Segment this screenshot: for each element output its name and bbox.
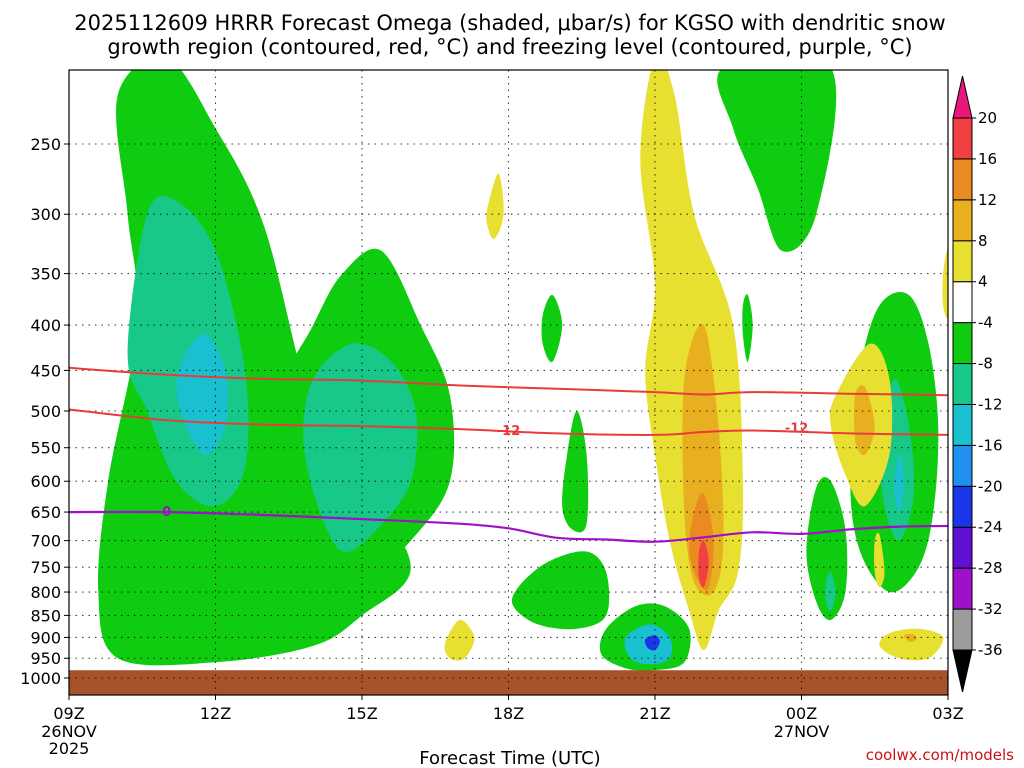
credit-text: coolwx.com/models [866, 746, 1014, 764]
omega-shaded-region [176, 334, 228, 455]
colorbar-bin [952, 117, 973, 160]
colorbar-label: 8 [978, 232, 988, 250]
colorbar-label: -12 [978, 395, 1003, 413]
colorbar-label: -36 [978, 641, 1003, 659]
x-tick-label: 12Z [200, 704, 231, 723]
x-tick-label: 00Z [786, 704, 817, 723]
x-axis-label: Forecast Time (UTC) [419, 748, 600, 768]
grid-lines [69, 70, 948, 695]
omega-shaded-region [742, 294, 753, 362]
omega-shaded-region [303, 343, 418, 553]
y-tick-label: 550 [30, 439, 61, 458]
colorbar-label: -24 [978, 518, 1003, 536]
colorbar-bin [952, 322, 973, 365]
y-tick-label: 400 [30, 316, 61, 335]
colorbar-bin [952, 199, 973, 242]
x-tick-label: 18Z [493, 704, 524, 723]
y-axis: 250 300 350 400 450 500 550 600 650 700 750 800 850 9… [20, 135, 69, 688]
y-tick-label: 800 [30, 583, 61, 602]
colorbar-label: -4 [978, 314, 993, 332]
colorbar-label: -28 [978, 559, 1003, 577]
colorbar-bin [952, 567, 973, 610]
colorbar: -36 -32 -28 -24 -20 -16 -12 -8 -4 4 8 12 16 20 [952, 75, 1003, 693]
omega-shaded-region [444, 619, 475, 661]
y-tick-label: 650 [30, 503, 61, 522]
contour-labels: -12 -12 0 [162, 422, 809, 520]
colorbar-bin [952, 485, 973, 528]
colorbar-bin [952, 608, 973, 651]
omega-shaded-region [879, 628, 944, 661]
colorbar-label: 4 [978, 273, 988, 291]
y-tick-label: 250 [30, 135, 61, 154]
y-tick-label: 700 [30, 532, 61, 551]
y-tick-label: 1000 [20, 669, 61, 688]
title-line-1: 2025112609 HRRR Forecast Omega (shaded, … [74, 11, 945, 35]
title-line-2: growth region (contoured, red, °C) and f… [107, 35, 912, 59]
omega-shaded-region [541, 294, 563, 363]
colorbar-bin [952, 281, 973, 324]
freezing-level-contour [69, 510, 948, 543]
y-tick-label: 450 [30, 361, 61, 380]
surface-ground-band [69, 670, 948, 695]
x-tick-label: 15Z [346, 704, 377, 723]
omega-shaded-region [874, 532, 885, 588]
y-tick-label: 500 [30, 402, 61, 421]
y-tick-label: 900 [30, 628, 61, 647]
y-tick-label: 950 [30, 649, 61, 668]
colorbar-label: -8 [978, 355, 993, 373]
freezing-contour-label: 0 [162, 505, 171, 520]
omega-shaded-region [562, 411, 589, 533]
contour-lines [69, 366, 948, 543]
omega-shaded-region [511, 551, 610, 630]
colorbar-bin [952, 403, 973, 446]
x-tick-label: 03Z [932, 704, 963, 723]
dgz-contour-line [69, 408, 948, 436]
x-tick-label: 21Z [639, 704, 670, 723]
y-tick-label: 850 [30, 606, 61, 625]
colorbar-bin [952, 444, 973, 487]
x-tick-sublabel: 27NOV [774, 722, 830, 741]
omega-shaded-region [717, 70, 837, 252]
plot-area [69, 70, 948, 695]
x-tick-sublabel: 26NOV [41, 722, 97, 741]
colorbar-bin [952, 158, 973, 201]
y-tick-label: 750 [30, 558, 61, 577]
omega-shaded-region [644, 635, 660, 651]
y-tick-label: 600 [30, 472, 61, 491]
colorbar-label: 16 [978, 150, 997, 168]
dgz-contour-label: -12 [497, 424, 521, 439]
y-tick-label: 300 [30, 205, 61, 224]
dgz-contour-label: -12 [785, 422, 809, 437]
colorbar-label: 12 [978, 191, 997, 209]
x-tick-sublabel: 2025 [49, 739, 90, 758]
omega-shaded-region [894, 454, 905, 513]
omega-shaded-region [854, 384, 875, 456]
colorbar-label: -16 [978, 436, 1003, 454]
dgz-contour-line [69, 366, 948, 397]
omega-shaded-region [903, 634, 917, 642]
colorbar-label: 20 [978, 109, 997, 127]
colorbar-bin [952, 526, 973, 569]
omega-shaded-region [698, 540, 709, 588]
x-tick-label: 09Z [53, 704, 84, 723]
chart-title: 2025112609 HRRR Forecast Omega (shaded, … [74, 11, 945, 59]
colorbar-label: -20 [978, 477, 1003, 495]
y-tick-label: 350 [30, 265, 61, 284]
colorbar-bin [952, 240, 973, 283]
omega-shaded-region [806, 477, 848, 621]
omega-shaded-region [942, 249, 948, 319]
colorbar-bin [952, 363, 973, 405]
omega-shaded-region [486, 173, 504, 240]
colorbar-label: -32 [978, 600, 1003, 618]
